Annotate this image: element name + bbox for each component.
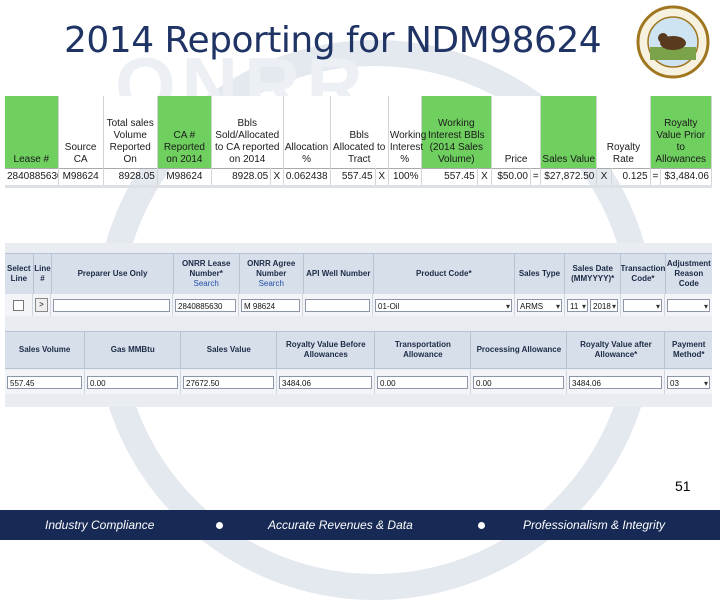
product-code-select[interactable]: 01-Oil: [375, 298, 512, 312]
hdr-gas-mmbtu: Gas MMBtu: [85, 332, 182, 368]
hdr-payment-method: Payment Method*: [672, 340, 706, 359]
hdr-api-well: API Well Number: [304, 254, 374, 294]
col-sales-value: Sales Value: [540, 96, 598, 169]
sales-volume-input[interactable]: 557.45: [7, 375, 82, 389]
col-lease: Lease #: [5, 96, 59, 169]
hdr-agreement: ONRR Agree Number Search: [240, 254, 304, 294]
api-well-input[interactable]: [305, 298, 370, 312]
preparer-field[interactable]: [53, 298, 170, 312]
footer-item-industry: Industry Compliance: [45, 518, 155, 532]
hdr-lease: ONRR Lease Number* Search: [174, 254, 240, 294]
col-working-interest-bbls: Working Interest BBls (2014 Sales Volume…: [421, 96, 493, 169]
col-source-ca: Source CA: [58, 96, 104, 169]
royalty-calculation-table: Lease # Source CA Total sales Volume Rep…: [5, 96, 713, 188]
lease-search-link[interactable]: Search: [193, 279, 219, 288]
col-ca-reported: CA # Reported on 2014: [157, 96, 212, 169]
footer-bar: Industry Compliance Accurate Revenues & …: [0, 510, 720, 540]
royalty-report-form: Select Line Line # Preparer Use Only ONR…: [5, 243, 712, 407]
cell-op-x: X: [375, 167, 389, 185]
col-total-sales-volume: Total sales Volume Reported On: [103, 96, 158, 169]
interior-seal-icon: [636, 5, 710, 79]
hdr-transaction-code: Transaction Code*: [621, 254, 666, 294]
lease-number-input[interactable]: 2840885630: [175, 298, 236, 312]
cell-allocation: 0.062438: [283, 167, 331, 185]
hdr-preparer: Preparer Use Only: [52, 254, 174, 294]
cell-source-ca: M98624: [58, 167, 104, 185]
table-row: 2840885630 M98624 8928.05 M98624 8928.05…: [5, 167, 713, 185]
hdr-royalty-after: Royalty Value after Allowance*: [567, 332, 666, 368]
gas-mmbtu-input[interactable]: 0.00: [87, 375, 178, 389]
col-working-interest: Working Interest %: [388, 96, 426, 169]
cell-sales-value: $27,872.50: [540, 167, 598, 185]
hdr-royalty-before: Royalty Value Before Allowances: [277, 332, 376, 368]
cell-op-x: X: [270, 167, 284, 185]
sales-value-input[interactable]: 27672.50: [183, 375, 274, 389]
form-input-row-2: 557.45 0.00 27672.50 3484.06 0.00 0.00 3…: [5, 370, 712, 394]
cell-op-eq: =: [530, 167, 542, 185]
royalty-after-input[interactable]: 3484.06: [569, 375, 662, 389]
payment-method-select[interactable]: 03: [667, 375, 710, 389]
cell-op-x: X: [596, 167, 612, 185]
adjustment-reason-select[interactable]: [667, 298, 710, 312]
col-allocation-pct: Allocation %: [283, 96, 331, 169]
col-bbls-allocated: Bbls Allocated to Tract: [330, 96, 389, 169]
sales-type-select[interactable]: ARMS: [517, 298, 562, 312]
cell-total-volume: 8928.05: [103, 167, 158, 185]
hdr-sales-value: Sales Value: [181, 332, 278, 368]
cell-wi-bbls: 557.45: [421, 167, 478, 185]
hdr-transportation: Transportation Allowance: [375, 332, 472, 368]
hdr-product-code: Product Code*: [374, 254, 515, 294]
hdr-adjustment-reason: Adjustment Reason Code: [666, 259, 711, 288]
agreement-search-link[interactable]: Search: [258, 279, 284, 288]
sales-month-select[interactable]: 11: [567, 298, 588, 312]
hdr-sales-date: Sales Date (MMYYYY)*: [565, 254, 622, 294]
form-input-row-1: > 2840885630 M 98624 01-Oil ARMS 11 2018: [5, 294, 712, 316]
hdr-processing: Processing Allowance: [471, 332, 568, 368]
agreement-number-input[interactable]: M 98624: [241, 298, 300, 312]
cell-royalty-rate: 0.125: [611, 167, 651, 185]
col-royalty-rate: Royalty Rate: [596, 96, 651, 169]
transaction-code-select[interactable]: [623, 298, 662, 312]
sales-year-select[interactable]: 2018: [590, 298, 618, 312]
royalty-before-input[interactable]: 3484.06: [279, 375, 372, 389]
footer-item-revenues: Accurate Revenues & Data: [268, 518, 413, 532]
col-royalty-value: Royalty Value Prior to Allowances: [650, 96, 713, 169]
cell-working-interest: 100%: [388, 167, 422, 185]
transportation-input[interactable]: 0.00: [377, 375, 468, 389]
bullet-icon: [478, 522, 485, 529]
cell-lease: 2840885630: [5, 167, 59, 185]
expand-line-button[interactable]: >: [35, 298, 48, 312]
col-price: Price: [491, 96, 542, 169]
page-number: 51: [675, 478, 691, 494]
hdr-select-line: Select Line: [5, 254, 34, 294]
form-header-row-2: Sales Volume Gas MMBtu Sales Value Royal…: [5, 331, 712, 369]
form-header-row-1: Select Line Line # Preparer Use Only ONR…: [5, 253, 712, 295]
bullet-icon: [216, 522, 223, 529]
cell-royalty-value: $3,484.06: [660, 167, 713, 185]
hdr-line-num: Line #: [34, 254, 53, 294]
hdr-sales-volume: Sales Volume: [5, 332, 86, 368]
cell-op-x: X: [477, 167, 493, 185]
processing-input[interactable]: 0.00: [473, 375, 564, 389]
cell-bbls-allocated: 557.45: [330, 167, 376, 185]
cell-op-eq: =: [650, 167, 661, 185]
cell-price: $50.00: [491, 167, 531, 185]
col-bbls-sold: Bbls Sold/Allocated to CA reported on 20…: [211, 96, 284, 169]
footer-item-professionalism: Professionalism & Integrity: [523, 518, 666, 532]
cell-ca: M98624: [157, 167, 212, 185]
cell-bbls-sold: 8928.05: [211, 167, 272, 185]
select-line-checkbox[interactable]: [13, 299, 24, 311]
slide-title: 2014 Reporting for NDM98624: [64, 20, 602, 61]
hdr-sales-type: Sales Type: [515, 254, 566, 294]
